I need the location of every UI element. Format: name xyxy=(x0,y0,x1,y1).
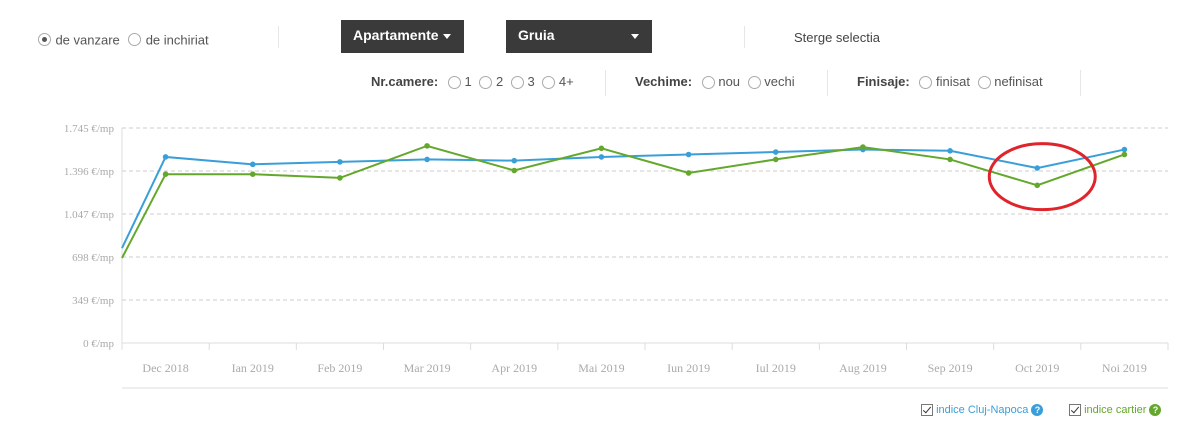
finish-filter: Finisaje: finisat nefinisat xyxy=(857,74,1047,90)
data-point-city xyxy=(337,159,343,165)
x-tick-label: Iul 2019 xyxy=(756,361,796,375)
data-point-city xyxy=(424,156,430,163)
caret-down-icon xyxy=(631,34,639,39)
x-tick-label: Apr 2019 xyxy=(491,361,537,375)
series-line-city xyxy=(121,148,1125,249)
x-tick-label: Ian 2019 xyxy=(232,361,274,375)
y-tick-label: 1.396 €/mp xyxy=(64,166,115,178)
data-point-area xyxy=(511,167,518,174)
data-point-area xyxy=(947,156,953,163)
rooms-option-label: 4+ xyxy=(558,74,574,89)
data-point-city xyxy=(772,149,779,155)
radio-rooms-1[interactable] xyxy=(447,76,461,90)
help-icon[interactable]: ? xyxy=(1031,404,1044,417)
data-point-city xyxy=(1034,165,1041,171)
highlight-ellipse xyxy=(987,142,1097,212)
rooms-filter: Nr.camere: 1 2 3 4+ xyxy=(371,74,578,90)
data-point-city xyxy=(685,151,692,158)
y-tick-label: 0 €/mp xyxy=(83,338,114,350)
x-tick-label: Feb 2019 xyxy=(317,361,362,375)
property-type-value: Apartamente xyxy=(353,27,439,43)
data-point-city xyxy=(511,157,518,164)
x-tick-label: Aug 2019 xyxy=(839,361,887,375)
age-filter: Vechime: nou vechi xyxy=(635,74,799,90)
data-point-city xyxy=(598,154,605,160)
x-tick-label: Noi 2019 xyxy=(1102,361,1147,375)
radio-sale[interactable] xyxy=(38,33,51,47)
data-point-area xyxy=(337,175,343,181)
data-point-area xyxy=(424,143,430,149)
finish-option-label: finisat xyxy=(936,74,970,89)
age-option-label: vechi xyxy=(764,74,795,89)
x-tick-label: Iun 2019 xyxy=(667,361,710,375)
radio-unfinished[interactable] xyxy=(977,76,991,90)
caret-down-icon xyxy=(443,34,451,39)
y-tick-label: 698 €/mp xyxy=(72,252,114,264)
property-type-dropdown[interactable]: Apartamente xyxy=(341,20,464,53)
zone-dropdown[interactable]: Gruia xyxy=(506,20,652,53)
data-point-area xyxy=(162,171,169,178)
clear-selection-link[interactable]: Sterge selectia xyxy=(794,30,880,45)
y-tick-label: 349 €/mp xyxy=(72,295,114,307)
rooms-label: Nr.camere: xyxy=(371,74,439,89)
legend-area[interactable]: indice cartier ? xyxy=(1069,404,1162,417)
radio-rent-label: de inchiriat xyxy=(145,32,209,48)
x-tick-label: Mai 2019 xyxy=(578,361,624,375)
radio-rent[interactable] xyxy=(128,33,142,47)
age-label: Vechime: xyxy=(635,74,693,89)
data-point-area xyxy=(249,171,256,178)
data-point-area xyxy=(598,145,605,152)
finish-label: Finisaje: xyxy=(857,74,910,89)
divider xyxy=(278,26,279,48)
series-line-area xyxy=(121,144,1125,259)
radio-finished[interactable] xyxy=(919,76,933,90)
price-index-chart: 0 €/mp 349 €/mp 698 €/mp 1.047 €/mp 1.396 €/… xyxy=(64,123,1169,389)
data-point-area xyxy=(1121,151,1128,158)
legend-city[interactable]: indice Cluj-Napoca ? xyxy=(921,404,1044,417)
data-point-area xyxy=(1034,182,1041,189)
x-tick-label: Mar 2019 xyxy=(404,361,451,375)
rooms-option-label: 1 xyxy=(464,74,472,89)
zone-value: Gruia xyxy=(518,27,555,43)
y-tick-label: 1.047 €/mp xyxy=(64,209,115,221)
legend-city-label: indice Cluj-Napoca xyxy=(936,404,1029,416)
y-tick-label: 1.745 €/mp xyxy=(64,123,115,135)
help-icon[interactable]: ? xyxy=(1149,404,1162,417)
radio-rooms-2[interactable] xyxy=(479,76,493,90)
checkbox-checked-icon[interactable] xyxy=(921,404,933,417)
divider xyxy=(827,70,828,96)
divider xyxy=(744,26,745,48)
legend-area-label: indice cartier xyxy=(1084,404,1147,416)
data-point-area xyxy=(860,144,866,150)
data-point-city xyxy=(249,161,256,168)
data-point-city xyxy=(1121,146,1128,153)
x-tick-label: Oct 2019 xyxy=(1015,361,1059,375)
rooms-option-label: 3 xyxy=(527,74,535,89)
rooms-option-label: 2 xyxy=(495,74,504,89)
x-tick-label: Sep 2019 xyxy=(928,361,973,375)
radio-age-old[interactable] xyxy=(747,76,761,90)
radio-sale-label: de vanzare xyxy=(55,32,120,48)
transaction-toggle: de vanzare de inchiriat xyxy=(38,31,209,49)
data-point-area xyxy=(685,170,692,176)
radio-age-new[interactable] xyxy=(701,76,715,90)
divider xyxy=(605,70,606,96)
finish-option-label: nefinisat xyxy=(994,74,1043,89)
radio-rooms-3[interactable] xyxy=(510,76,524,90)
divider xyxy=(1080,70,1081,96)
data-point-city xyxy=(947,147,953,154)
checkbox-checked-icon[interactable] xyxy=(1069,404,1081,417)
age-option-label: nou xyxy=(718,74,741,89)
x-tick-label: Dec 2018 xyxy=(142,361,188,375)
data-point-city xyxy=(162,154,169,160)
data-point-area xyxy=(772,156,779,163)
radio-rooms-4plus[interactable] xyxy=(542,76,556,90)
